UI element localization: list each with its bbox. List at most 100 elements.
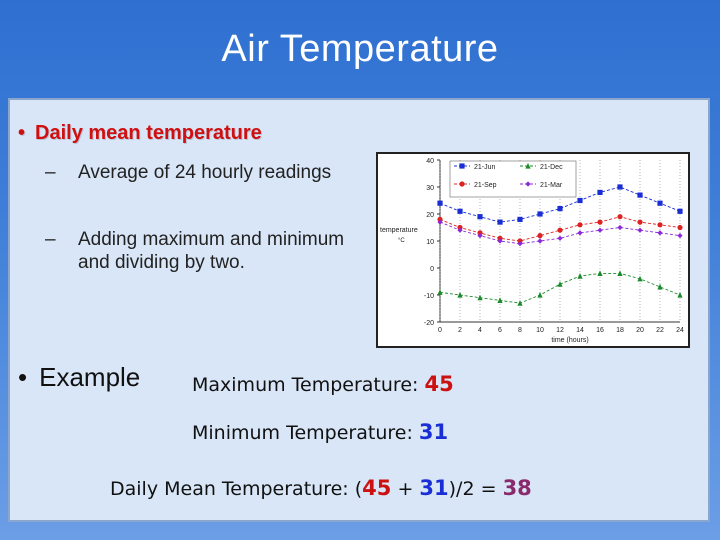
data-point	[637, 227, 643, 233]
y-tick-label: 0	[430, 266, 434, 273]
data-point	[537, 238, 543, 244]
mean-plus: +	[397, 478, 414, 500]
y-tick-label: 20	[426, 212, 434, 219]
data-point	[637, 219, 643, 225]
x-axis-label: time (hours)	[551, 337, 588, 344]
legend-box	[449, 160, 577, 198]
data-point	[557, 227, 563, 233]
mean-result-value: 38	[502, 476, 532, 500]
data-point	[437, 289, 443, 295]
legend-label: 21-Dec	[540, 164, 563, 171]
dash-icon: –	[45, 162, 56, 183]
x-tick-label: 4	[478, 327, 482, 334]
data-point	[617, 270, 623, 276]
data-point	[437, 219, 443, 225]
data-point	[437, 216, 443, 222]
mean-temperature-label: Daily Mean Temperature:	[110, 478, 349, 500]
y-axis-unit: °C	[398, 238, 405, 244]
mean-temperature-line: Daily Mean Temperature: (45 + 31)/2 = 38	[110, 476, 532, 500]
data-point	[597, 189, 603, 195]
data-point	[457, 227, 463, 233]
data-point	[617, 214, 623, 220]
x-tick-label: 18	[616, 327, 624, 334]
x-tick-label: 24	[676, 327, 684, 334]
min-temperature-value: 31	[418, 420, 449, 444]
data-point	[557, 281, 563, 287]
data-point	[577, 222, 583, 228]
dash-icon: –	[45, 229, 56, 250]
y-tick-label: 10	[426, 239, 434, 246]
data-point	[459, 163, 465, 169]
bullet-dot-icon: •	[18, 122, 26, 144]
x-tick-label: 10	[536, 327, 544, 334]
data-point	[657, 230, 663, 236]
slide-title: Air Temperature	[221, 28, 499, 70]
data-point	[597, 270, 603, 276]
data-point	[497, 219, 503, 225]
bullet-example: • Example	[18, 362, 140, 393]
y-axis-label: temperature	[380, 227, 418, 234]
data-point	[657, 283, 663, 290]
data-point	[677, 233, 683, 239]
mean-min-value: 31	[419, 476, 449, 500]
max-temperature-label: Maximum Temperature:	[192, 374, 419, 396]
data-point	[597, 219, 603, 225]
bullet-daily-mean: • Daily mean temperature	[18, 122, 262, 145]
data-point	[437, 200, 443, 206]
sub-bullet-adding: – Adding maximum and minimum and dividin…	[45, 228, 368, 274]
data-point	[497, 297, 503, 303]
sub-bullet-average-text: Average of 24 hourly readings	[78, 162, 332, 183]
data-point	[477, 294, 483, 301]
y-tick-label: -10	[424, 293, 434, 300]
x-tick-label: 0	[438, 327, 442, 334]
data-point	[457, 224, 463, 231]
legend-label: 21-Jun	[474, 164, 496, 171]
data-point	[497, 235, 503, 241]
min-temperature-line: Minimum Temperature: 31	[192, 420, 448, 444]
data-point	[457, 291, 463, 298]
data-point	[617, 184, 623, 190]
data-point	[677, 208, 683, 214]
legend-label: 21-Sep	[474, 182, 497, 189]
data-point	[517, 216, 523, 222]
mean-open-paren: (	[354, 478, 363, 500]
data-point	[637, 275, 643, 282]
x-tick-label: 2	[458, 327, 462, 334]
data-point	[525, 162, 531, 169]
x-tick-label: 16	[596, 327, 604, 334]
data-point	[657, 200, 663, 206]
data-point	[457, 208, 463, 214]
data-point	[577, 197, 583, 204]
mean-divide: )/2 =	[448, 478, 497, 500]
sub-bullet-adding-text: Adding maximum and minimum and dividing …	[78, 229, 345, 273]
legend-label: 21-Mar	[540, 182, 563, 189]
temperature-chart: 40 30 20 10 0 -10 -20 0 2 4 6 8 10 12 14 16 18 20 22 24 temp…	[376, 152, 690, 348]
data-point	[525, 181, 531, 187]
data-point	[517, 300, 523, 306]
data-point	[537, 233, 543, 239]
y-tick-label: 30	[426, 185, 434, 192]
sub-bullet-average: – Average of 24 hourly readings	[45, 161, 368, 184]
data-point	[459, 181, 465, 187]
x-tick-label: 22	[656, 327, 664, 334]
data-point	[477, 233, 483, 239]
data-point	[597, 227, 603, 233]
x-tick-label: 8	[518, 327, 522, 334]
data-point	[577, 230, 583, 236]
data-point	[537, 211, 543, 217]
data-point	[677, 291, 683, 298]
data-point	[617, 224, 623, 231]
min-temperature-label: Minimum Temperature:	[192, 422, 413, 444]
data-point	[517, 238, 523, 244]
x-tick-label: 20	[636, 327, 644, 334]
data-point	[577, 273, 583, 279]
max-temperature-line: Maximum Temperature: 45	[192, 372, 454, 396]
max-temperature-value: 45	[424, 372, 454, 396]
data-point	[657, 222, 663, 228]
mean-max-value: 45	[362, 476, 392, 500]
data-point	[477, 214, 483, 220]
data-point	[677, 224, 683, 231]
y-tick-label: -20	[424, 320, 434, 327]
data-point	[517, 241, 523, 247]
